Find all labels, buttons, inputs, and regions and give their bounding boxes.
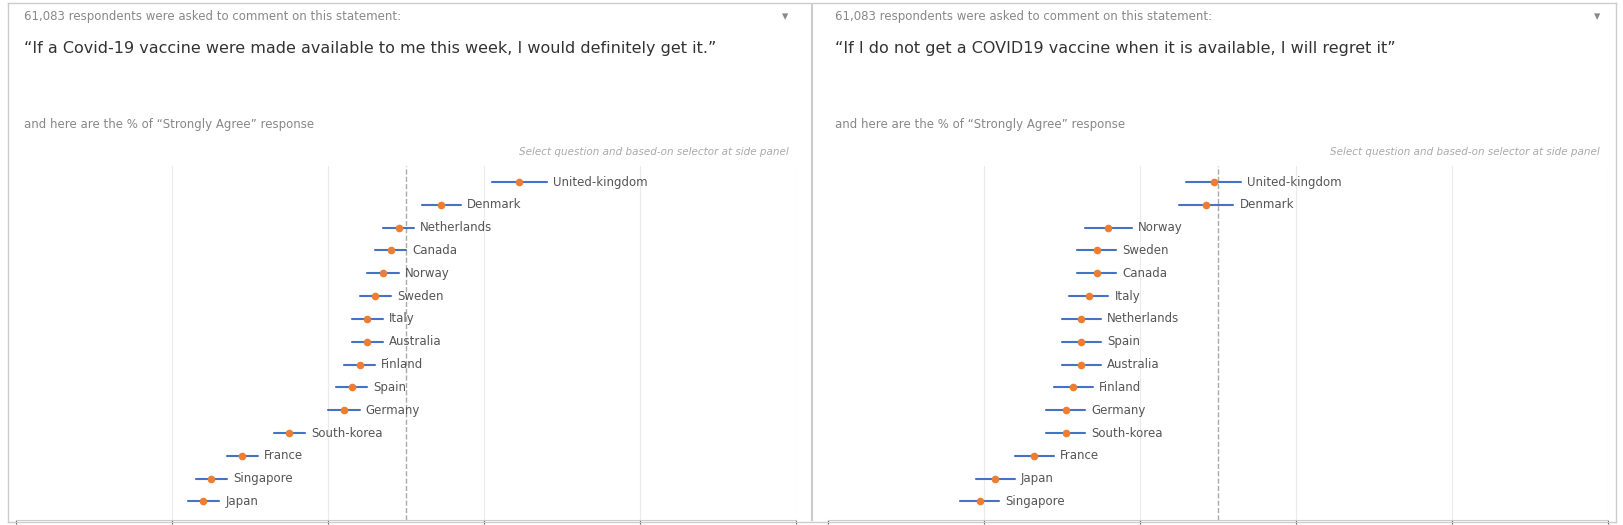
Text: Australia: Australia <box>1107 358 1159 371</box>
Text: Finland: Finland <box>1099 381 1141 394</box>
Text: and here are the % of “Strongly Agree” response: and here are the % of “Strongly Agree” r… <box>24 118 313 131</box>
Text: Italy: Italy <box>1113 290 1139 302</box>
Text: Germany: Germany <box>365 404 420 417</box>
Text: Spain: Spain <box>373 381 406 394</box>
Text: Netherlands: Netherlands <box>420 221 492 234</box>
Text: Select question and based-on selector at side panel: Select question and based-on selector at… <box>1329 146 1599 157</box>
Text: Norway: Norway <box>1138 221 1182 234</box>
Text: Finland: Finland <box>381 358 424 371</box>
Text: “If a Covid-19 vaccine were made available to me this week, I would definitely g: “If a Covid-19 vaccine were made availab… <box>24 40 716 56</box>
Text: Australia: Australia <box>390 335 441 348</box>
Text: Spain: Spain <box>1107 335 1139 348</box>
Text: Canada: Canada <box>1121 267 1167 280</box>
Text: “If I do not get a COVID19 vaccine when it is available, I will regret it”: “If I do not get a COVID19 vaccine when … <box>834 40 1396 56</box>
Text: United-kingdom: United-kingdom <box>553 175 648 188</box>
Text: South-korea: South-korea <box>1091 426 1162 439</box>
Text: Canada: Canada <box>412 244 458 257</box>
Text: Sweden: Sweden <box>1121 244 1169 257</box>
Text: France: France <box>265 449 304 463</box>
Text: Japan: Japan <box>1021 472 1053 485</box>
Text: ▾: ▾ <box>1592 10 1599 23</box>
Text: Italy: Italy <box>390 312 414 326</box>
Text: Japan: Japan <box>226 495 258 508</box>
Text: Netherlands: Netherlands <box>1107 312 1178 326</box>
Text: France: France <box>1060 449 1099 463</box>
Text: 61,083 respondents were asked to comment on this statement:: 61,083 respondents were asked to comment… <box>24 10 401 23</box>
Text: Singapore: Singapore <box>234 472 292 485</box>
Text: ▾: ▾ <box>782 10 789 23</box>
Text: South-korea: South-korea <box>312 426 383 439</box>
Text: and here are the % of “Strongly Agree” response: and here are the % of “Strongly Agree” r… <box>834 118 1125 131</box>
Text: United-kingdom: United-kingdom <box>1246 175 1341 188</box>
Text: Denmark: Denmark <box>467 198 521 212</box>
Text: Singapore: Singapore <box>1005 495 1065 508</box>
Text: Denmark: Denmark <box>1238 198 1294 212</box>
Text: Select question and based-on selector at side panel: Select question and based-on selector at… <box>518 146 789 157</box>
Text: Sweden: Sweden <box>396 290 443 302</box>
Text: Norway: Norway <box>404 267 450 280</box>
Text: Germany: Germany <box>1091 404 1144 417</box>
Text: 61,083 respondents were asked to comment on this statement:: 61,083 respondents were asked to comment… <box>834 10 1212 23</box>
